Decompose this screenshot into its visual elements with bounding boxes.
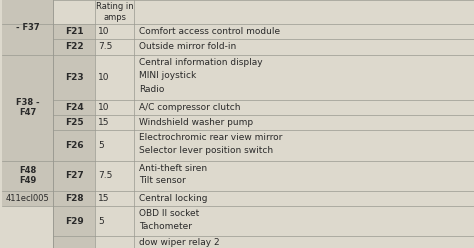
Text: F23: F23 — [65, 73, 83, 82]
Text: F28: F28 — [65, 194, 83, 203]
Text: F21: F21 — [65, 27, 83, 36]
Text: F25: F25 — [65, 118, 83, 127]
Text: 411ecl005: 411ecl005 — [6, 194, 49, 203]
Text: F38 -
F47: F38 - F47 — [16, 98, 39, 117]
Text: - F37: - F37 — [16, 23, 39, 32]
Text: 7.5: 7.5 — [98, 42, 112, 51]
Text: Electrochromic rear view mirror: Electrochromic rear view mirror — [139, 133, 283, 142]
Text: Selector lever position switch: Selector lever position switch — [139, 146, 273, 155]
Text: 10: 10 — [98, 73, 109, 82]
Text: A/C compressor clutch: A/C compressor clutch — [139, 103, 240, 112]
Text: Tachometer: Tachometer — [139, 222, 192, 231]
Text: 5: 5 — [98, 141, 104, 150]
Bar — [95, 130, 474, 161]
Bar — [95, 206, 474, 236]
Text: Radio: Radio — [139, 85, 164, 94]
Bar — [2, 206, 53, 248]
Text: 5: 5 — [98, 217, 104, 226]
Text: dow wiper relay 2: dow wiper relay 2 — [139, 238, 219, 247]
Text: Rating in: Rating in — [96, 2, 134, 11]
Bar — [95, 39, 474, 55]
Text: Anti-theft siren: Anti-theft siren — [139, 164, 207, 173]
Text: Central information display: Central information display — [139, 58, 263, 67]
Text: MINI joystick: MINI joystick — [139, 71, 196, 80]
Text: 15: 15 — [98, 194, 109, 203]
Text: F26: F26 — [65, 141, 83, 150]
Bar — [95, 100, 474, 115]
Text: Central locking: Central locking — [139, 194, 208, 203]
Text: OBD II socket: OBD II socket — [139, 209, 199, 218]
Text: F22: F22 — [65, 42, 83, 51]
Bar — [95, 191, 474, 206]
Bar — [95, 24, 474, 39]
Bar — [95, 236, 474, 248]
Bar — [53, 0, 95, 248]
Bar — [95, 115, 474, 130]
Text: 7.5: 7.5 — [98, 171, 112, 180]
Text: F24: F24 — [65, 103, 83, 112]
Text: F29: F29 — [65, 217, 83, 226]
Bar — [53, 0, 474, 24]
Text: Tilt sensor: Tilt sensor — [139, 176, 186, 185]
Text: amps: amps — [103, 13, 127, 22]
Bar — [95, 161, 474, 191]
Bar — [95, 55, 474, 100]
Bar — [2, 0, 53, 248]
Text: 15: 15 — [98, 118, 109, 127]
Text: F27: F27 — [65, 171, 83, 180]
Text: Outside mirror fold-in: Outside mirror fold-in — [139, 42, 236, 51]
Text: Comfort access control module: Comfort access control module — [139, 27, 280, 36]
Text: 10: 10 — [98, 103, 109, 112]
Text: 10: 10 — [98, 27, 109, 36]
Text: Windshield washer pump: Windshield washer pump — [139, 118, 253, 127]
Text: F48
F49: F48 F49 — [19, 166, 36, 186]
